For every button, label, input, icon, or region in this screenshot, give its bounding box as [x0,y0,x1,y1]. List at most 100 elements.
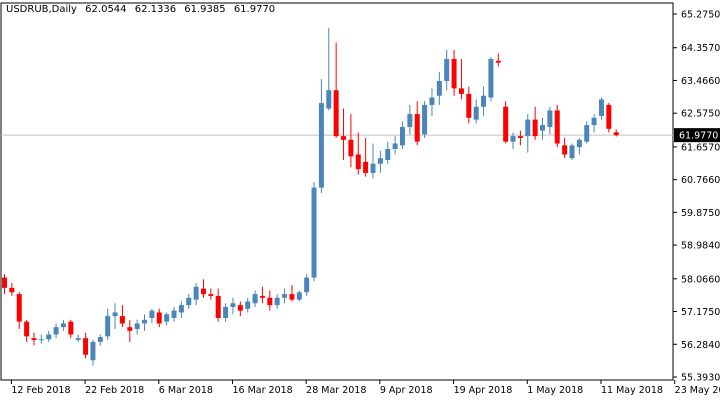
candle-body-bearish[interactable] [503,106,509,142]
candle-body-bullish[interactable] [53,327,59,335]
candle-body-bullish[interactable] [112,312,118,317]
candle-body-bullish[interactable] [223,306,229,318]
candle-body-bearish[interactable] [208,294,214,296]
candle-body-bearish[interactable] [341,136,347,140]
y-tick-label: 58.0660 [681,274,720,285]
candle-body-bullish[interactable] [60,323,66,328]
candle-body-bullish[interactable] [370,163,376,173]
candle-body-bullish[interactable] [429,97,435,105]
candle-body-bullish[interactable] [245,301,251,309]
candle-body-bullish[interactable] [385,148,391,161]
candle-body-bullish[interactable] [164,314,170,322]
x-tick-label: 6 Mar 2018 [159,385,213,396]
candle-body-bullish[interactable] [90,341,96,361]
candle-body-bullish[interactable] [230,303,236,307]
candle-body-bearish[interactable] [532,119,538,137]
y-tick-label: 56.2840 [681,340,720,351]
candle-body-bullish[interactable] [407,114,413,127]
candle-body-bearish[interactable] [363,161,369,173]
candle-body-bearish[interactable] [83,338,89,355]
candle-body-bullish[interactable] [274,297,280,306]
candle-body-bullish[interactable] [252,294,258,304]
candle-body-bearish[interactable] [237,305,243,311]
x-tick-label: 22 Feb 2018 [85,385,144,396]
candle-body-bullish[interactable] [591,117,597,126]
candle-body-bullish[interactable] [178,305,184,313]
candle-body-bullish[interactable] [399,126,405,146]
candle-body-bullish[interactable] [377,158,383,164]
candle-body-bullish[interactable] [481,95,487,107]
y-tick-label: 62.5750 [681,109,720,120]
candle-body-bullish[interactable] [142,319,148,324]
x-tick-label: 16 Mar 2018 [232,385,292,396]
candle-body-bearish[interactable] [200,288,206,295]
candle-body-bullish[interactable] [318,103,324,188]
candle-body-bearish[interactable] [613,132,619,136]
y-tick-label: 57.1750 [681,307,720,318]
low-value: 61.9385 [184,4,226,15]
candle-body-bullish[interactable] [547,110,553,127]
high-value: 62.1336 [134,4,177,15]
candle-body-bullish[interactable] [326,90,332,109]
candle-body-bearish[interactable] [31,338,37,341]
candle-body-bullish[interactable] [488,58,494,98]
candle-body-bearish[interactable] [119,316,125,324]
candle-body-bullish[interactable] [149,310,155,318]
candle-body-bullish[interactable] [584,125,590,142]
candle-body-bullish[interactable] [422,104,428,135]
candle-body-bullish[interactable] [282,294,288,298]
candle-body-bullish[interactable] [576,139,582,148]
candle-body-bullish[interactable] [540,125,546,131]
candle-body-bearish[interactable] [451,58,457,89]
candle-body-bearish[interactable] [2,277,7,288]
candle-body-bearish[interactable] [355,154,361,170]
open-value: 62.0544 [85,4,127,15]
candle-body-bearish[interactable] [24,321,30,337]
candle-body-bullish[interactable] [311,187,317,278]
y-tick-label: 55.3930 [681,373,720,384]
candle-body-bearish[interactable] [348,139,354,157]
candle-body-bullish[interactable] [46,334,52,340]
candle-body-bearish[interactable] [267,297,273,306]
candle-body-bearish[interactable] [606,104,612,129]
candle-body-bullish[interactable] [510,136,516,142]
candle-body-bullish[interactable] [186,297,192,306]
candle-body-bullish[interactable] [38,339,44,341]
candle-body-bearish[interactable] [414,114,420,142]
candle-body-bearish[interactable] [9,287,15,293]
close-value: 61.9770 [233,4,276,15]
y-tick-label: 61.6570 [681,142,720,153]
candle-body-bearish[interactable] [517,136,523,138]
candle-body-bearish[interactable] [215,295,221,318]
candle-body-bearish[interactable] [333,90,339,137]
x-tick-label: 23 May 2018 [675,385,720,396]
candle-body-bearish[interactable] [562,145,568,155]
candle-body-bullish[interactable] [105,316,111,337]
y-tick-label: 58.9840 [681,241,720,252]
candle-body-bearish[interactable] [289,294,295,300]
candle-body-bearish[interactable] [68,321,74,335]
candle-body-bearish[interactable] [466,93,472,118]
candle-body-bearish[interactable] [127,327,133,331]
candle-body-bullish[interactable] [392,143,398,149]
candle-body-bullish[interactable] [473,106,479,120]
candle-body-bearish[interactable] [156,312,162,324]
candle-body-bullish[interactable] [134,323,140,329]
candle-body-bearish[interactable] [16,294,22,322]
candle-body-bullish[interactable] [444,58,450,82]
candle-body-bullish[interactable] [436,81,442,96]
candle-body-bullish[interactable] [97,337,103,342]
candle-body-bullish[interactable] [75,338,81,341]
candle-body-bearish[interactable] [458,88,464,94]
candle-body-bearish[interactable] [495,60,501,63]
candle-body-bullish[interactable] [304,277,310,293]
candle-body-bullish[interactable] [569,145,575,159]
candle-body-bullish[interactable] [193,286,199,300]
candle-body-bullish[interactable] [598,99,604,116]
candle-body-bearish[interactable] [554,110,560,144]
candle-body-bullish[interactable] [525,119,531,137]
candle-body-bearish[interactable] [259,295,265,298]
candle-body-bullish[interactable] [171,310,177,318]
candle-body-bullish[interactable] [296,292,302,300]
